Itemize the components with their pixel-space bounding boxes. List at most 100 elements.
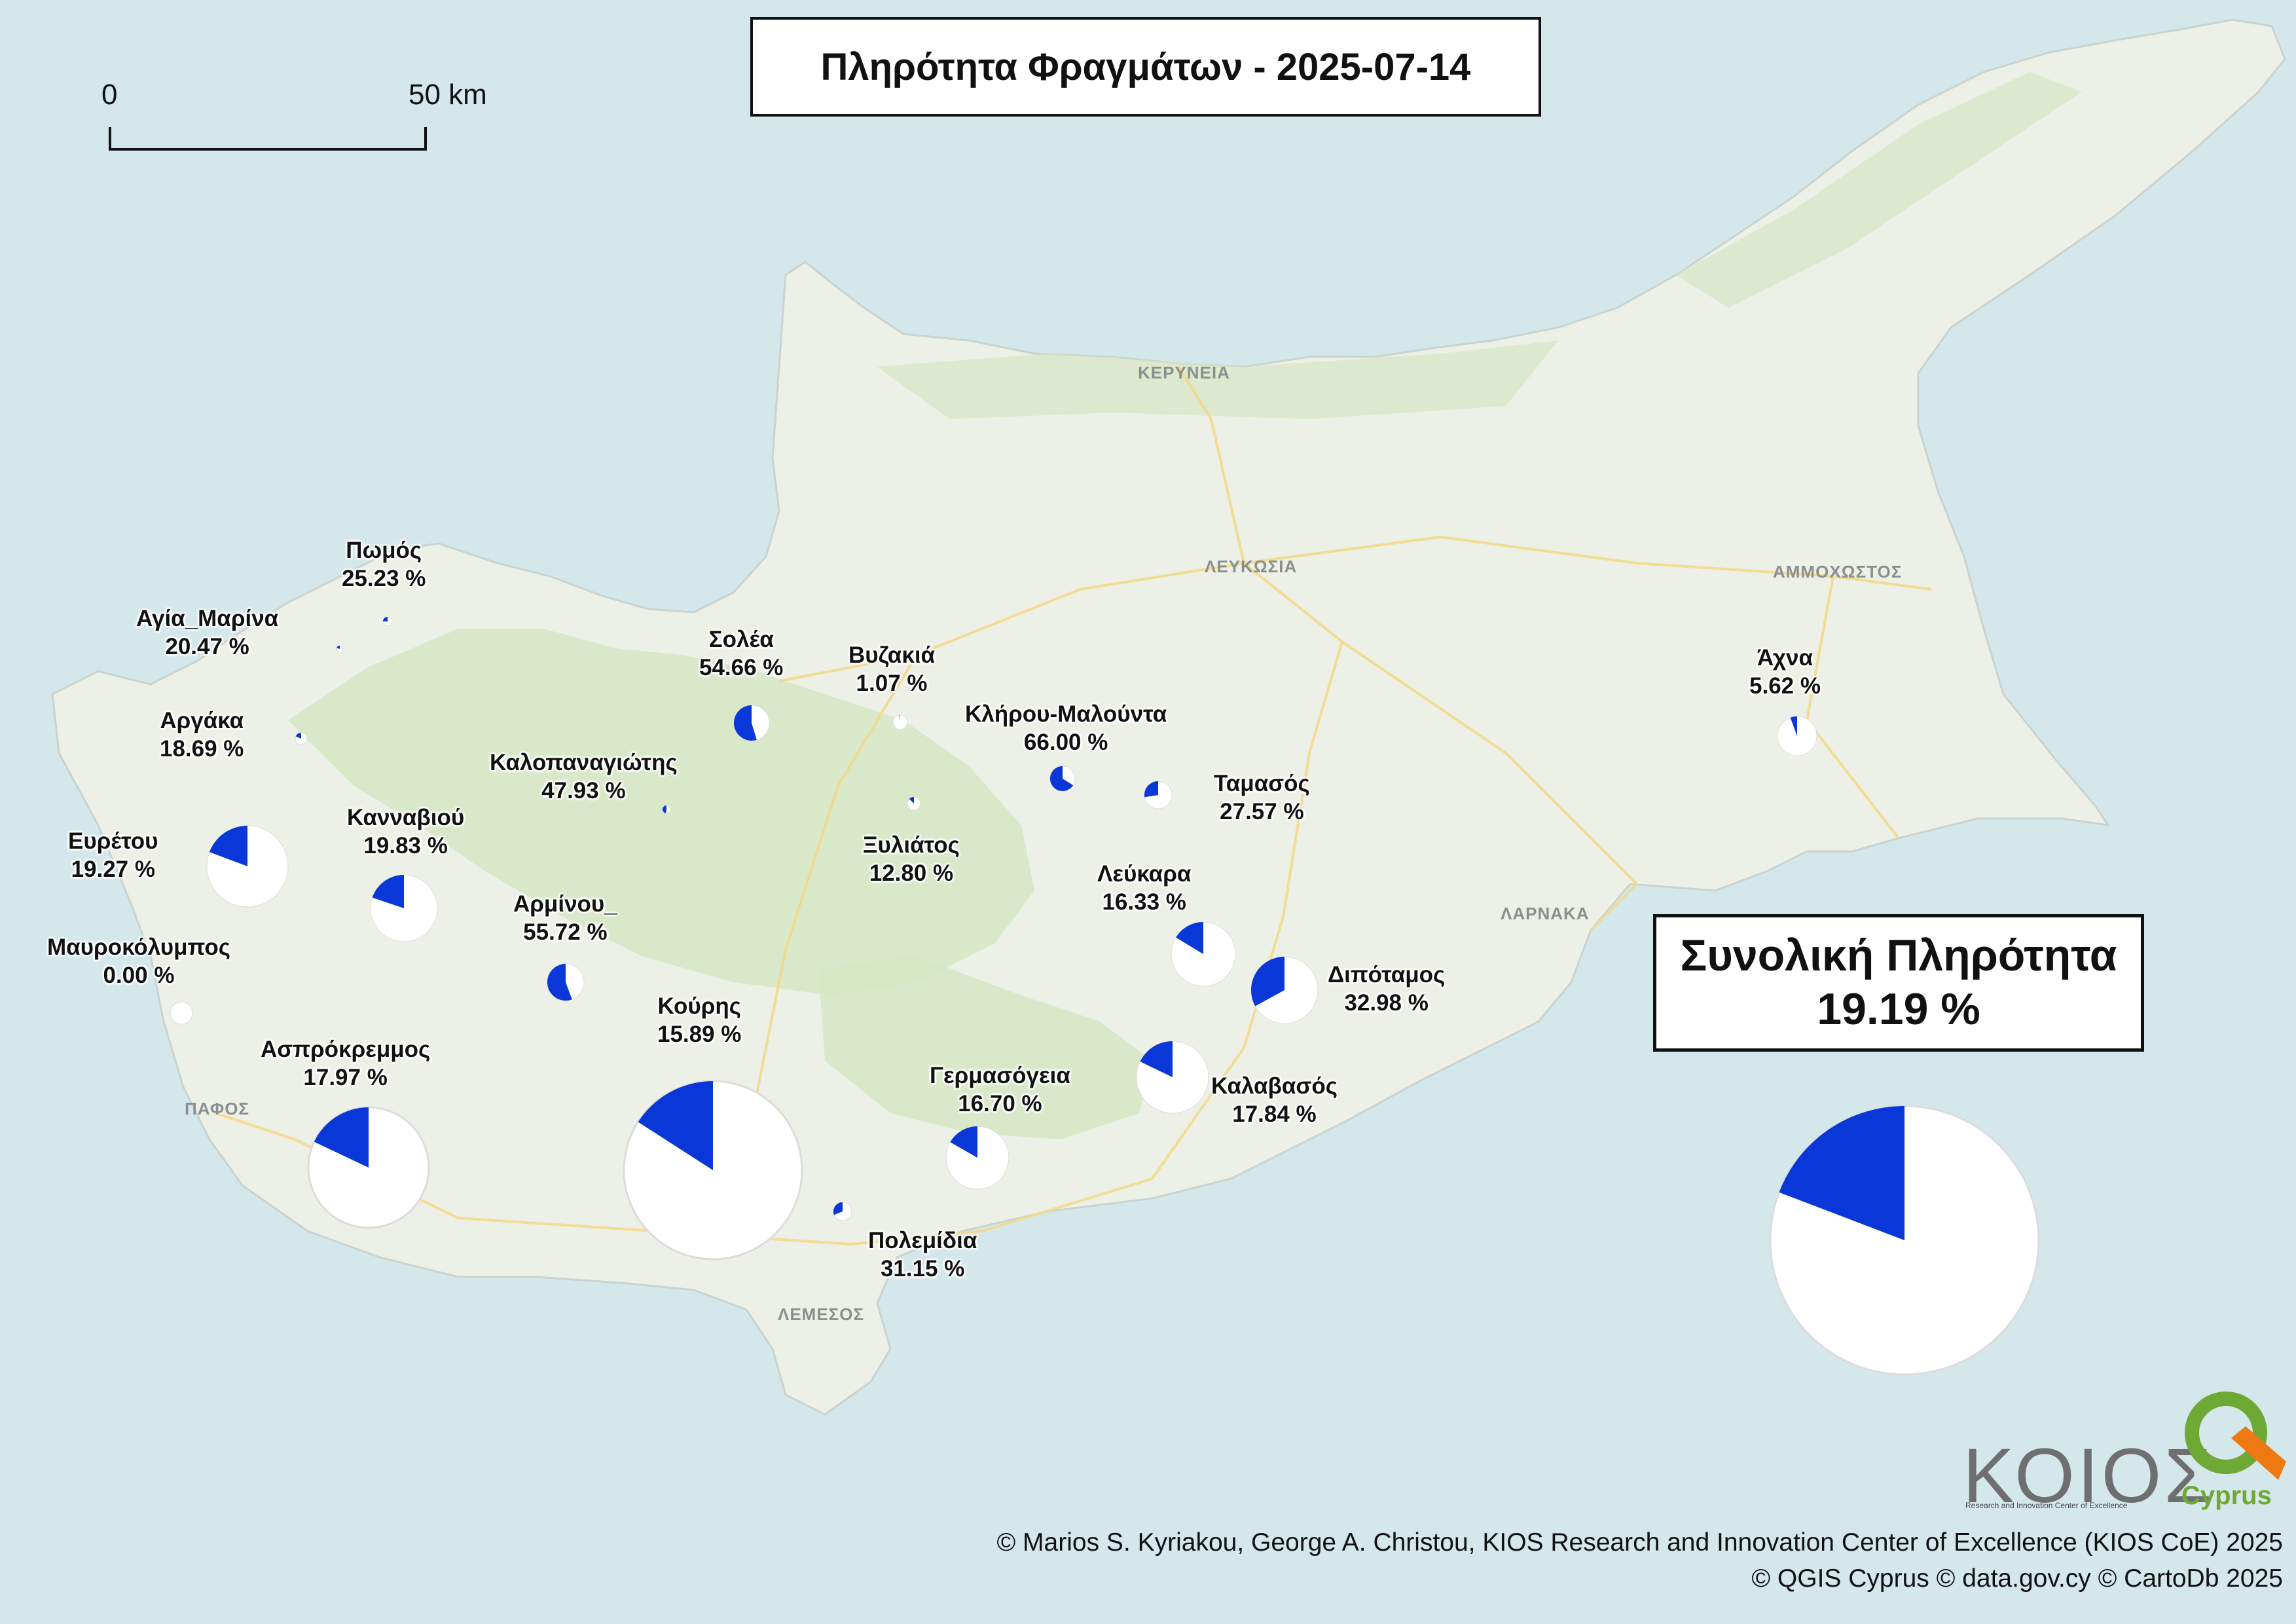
dam-name: Ευρέτου	[68, 828, 158, 854]
region-label-nicosia: ΛΕΥΚΩΣΙΑ	[1205, 557, 1298, 576]
dam-pie-marker-filled-slice	[1176, 922, 1203, 954]
dam-pie-marker	[1144, 781, 1173, 809]
dam-value: 27.57 %	[1220, 798, 1304, 824]
dam-label-xyliatos: Ξυλιάτος 12.80 %	[863, 832, 960, 887]
dam-value: 47.93 %	[541, 777, 626, 803]
dam-pie-marker	[1171, 921, 1236, 987]
forest-area	[288, 629, 1034, 995]
kios-logo-subtitle: Research and Innovation Center of Excell…	[1965, 1501, 2128, 1510]
dam-name: Άχνα	[1757, 645, 1813, 671]
dam-pie-marker	[1777, 716, 1817, 756]
dam-label-kalopanagiotis: Καλοπαναγιώτης 47.93 %	[490, 749, 678, 805]
dam-value: 16.70 %	[958, 1090, 1042, 1116]
dam-label-arminou: Αρμίνου_ 55.72 %	[513, 891, 617, 946]
kios-logo: ΚΟΙΟΣ	[1963, 1433, 2215, 1519]
dam-label-lefkara: Λεύκαρα 16.33 %	[1097, 860, 1191, 916]
dam-name: Πωμός	[346, 538, 422, 563]
dam-value: 5.62 %	[1749, 673, 1821, 699]
dam-pie-marker	[547, 963, 585, 1001]
region-label-limassol: ΛΕΜΕΣΟΣ	[778, 1304, 865, 1324]
dam-pie-marker-filled-slice	[295, 733, 301, 739]
dam-pie-marker-filled-slice	[638, 1081, 713, 1170]
dam-pie-marker	[662, 805, 671, 814]
dam-label-tamasos: Ταμασός 27.57 %	[1214, 770, 1310, 826]
dam-pie-marker-filled-slice	[1140, 1041, 1173, 1077]
region-label-paphos: ΠΑΦΟΣ	[185, 1099, 250, 1118]
dam-pie-marker-filled-slice	[662, 805, 666, 813]
dam-label-argaka: Αργάκα 18.69 %	[160, 707, 244, 763]
dam-label-vyzakia: Βυζακιά 1.07 %	[848, 642, 935, 697]
dam-label-pomos: Πωμός 25.23 %	[342, 537, 426, 593]
dam-pie-marker-filled-slice	[1144, 781, 1158, 798]
dam-name: Ασπρόκρεμμος	[261, 1037, 431, 1062]
dam-name: Κούρης	[657, 993, 741, 1019]
qgis-logo-icon	[2185, 1392, 2286, 1480]
dam-label-kannaviou: Κανναβιού 19.83 %	[347, 804, 464, 860]
dam-label-klirou-malounta: Κλήρου-Μαλούντα 66.00 %	[965, 701, 1167, 756]
dam-value: 15.89 %	[657, 1021, 742, 1047]
dam-name: Αγία_Μαρίνα	[136, 606, 279, 631]
dam-name: Σολέα	[708, 627, 774, 652]
dam-name: Βυζακιά	[848, 642, 936, 668]
dam-pie-marker	[1049, 766, 1076, 792]
scale-start-label: 0	[101, 79, 118, 111]
dam-pie-marker	[1136, 1041, 1209, 1114]
road-network	[215, 365, 1932, 1246]
total-fill-value: 19.19 %	[1817, 984, 1980, 1034]
dam-pie-marker-filled-slice	[909, 797, 914, 803]
total-pie-chart-filled-slice	[1779, 1106, 1904, 1240]
dam-name: Μαυροκόλυμπος	[47, 934, 230, 960]
dam-pie-marker	[833, 1202, 852, 1221]
scale-bar-line	[109, 127, 427, 151]
dam-name: Καλοπαναγιώτης	[490, 750, 678, 775]
dam-name: Ξυλιάτος	[863, 832, 960, 858]
dam-value: 32.98 %	[1344, 989, 1429, 1016]
forest-area	[818, 956, 1152, 1139]
region-label-famagusta: ΑΜΜΟΧΩΣΤΟΣ	[1773, 562, 1903, 581]
dam-name: Αρμίνου_	[513, 891, 617, 917]
dam-label-achna: Άχνα 5.62 %	[1749, 644, 1821, 700]
dam-pie-marker	[307, 1106, 430, 1229]
total-fill-box: Συνολική Πληρότητα 19.19 %	[1653, 914, 2144, 1052]
dam-label-germasogeia: Γερμασόγεια 16.70 %	[930, 1062, 1070, 1118]
dam-pie-marker	[1250, 956, 1319, 1024]
dam-label-agia-marina: Αγία_Μαρίνα 20.47 %	[136, 605, 278, 661]
dam-value: 55.72 %	[523, 919, 608, 945]
dam-label-evretou: Ευρέτου 19.27 %	[68, 828, 158, 883]
dam-name: Αργάκα	[160, 708, 244, 733]
dam-name: Ταμασός	[1214, 771, 1310, 796]
cyprus-landmass	[51, 18, 2286, 1416]
dam-label-solea: Σολέα 54.66 %	[699, 626, 783, 682]
scale-end-label: 50 km	[409, 79, 487, 111]
dam-pie-marker-filled-slice	[1050, 766, 1074, 792]
dam-pie-marker-filled-slice	[547, 964, 572, 1001]
dam-value: 1.07 %	[856, 670, 928, 696]
dam-name: Λεύκαρα	[1097, 861, 1192, 887]
dam-label-asprokremmos: Ασπρόκρεμμος 17.97 %	[261, 1036, 430, 1092]
dam-value: 0.00 %	[103, 962, 175, 988]
dam-pie-marker	[382, 616, 393, 627]
dam-pie-marker	[733, 705, 770, 741]
dam-pie-marker	[892, 714, 908, 730]
total-pie-chart	[1769, 1105, 2040, 1376]
dam-name: Πολεμίδια	[868, 1228, 977, 1253]
dam-pie-marker	[623, 1080, 803, 1261]
dam-pie-marker-filled-slice	[734, 705, 757, 741]
dam-value: 12.80 %	[869, 860, 954, 886]
dam-name: Γερμασόγεια	[930, 1063, 1070, 1088]
dam-label-polemidia: Πολεμίδια 31.15 %	[868, 1227, 977, 1283]
dam-pie-marker-filled-slice	[314, 1107, 369, 1168]
dam-value: 66.00 %	[1023, 729, 1108, 755]
dam-name: Διπόταμος	[1328, 962, 1446, 987]
dam-value: 20.47 %	[165, 633, 249, 659]
dam-pie-marker	[907, 796, 921, 811]
dam-value: 25.23 %	[342, 565, 426, 591]
dam-value: 17.84 %	[1232, 1101, 1317, 1127]
dam-value: 19.83 %	[363, 832, 448, 858]
forest-area	[877, 341, 1558, 419]
region-label-larnaca: ΛΑΡΝΑΚΑ	[1501, 904, 1590, 923]
dam-pie-marker	[945, 1126, 1010, 1190]
dam-value: 17.97 %	[303, 1064, 388, 1090]
dam-pie-marker	[370, 874, 438, 942]
dam-value: 16.33 %	[1102, 889, 1186, 915]
